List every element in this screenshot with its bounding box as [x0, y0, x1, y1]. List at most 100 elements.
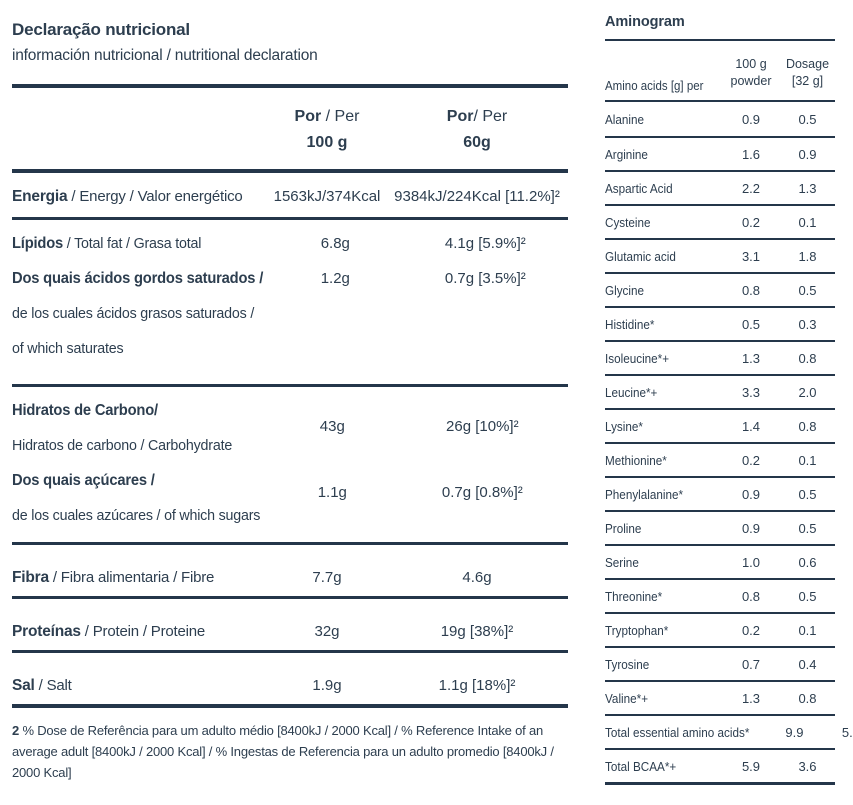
- amino-per100: 1.3: [741, 690, 761, 706]
- amino-dosage: 0.9: [798, 146, 817, 162]
- amino-dosage: 0.8: [798, 418, 817, 434]
- dosage-32g-header: Dosage [32 g]: [780, 52, 835, 90]
- amino-dosage: 0.5: [798, 111, 817, 127]
- fibre-label-rest: / Fibra alimentaria / Fibre: [48, 569, 215, 586]
- amino-name: Total BCAA*+: [605, 758, 677, 774]
- amino-row-cysteine: Cysteine 0.2 0.1: [605, 204, 835, 238]
- fat-label-bold: Lípidos: [12, 235, 64, 252]
- amino-dosage: 0.3: [798, 316, 817, 332]
- satfat-label-en: of which saturates: [12, 340, 124, 357]
- amino-per100: 0.2: [741, 622, 761, 638]
- amino-per100: 0.8: [741, 282, 761, 298]
- footnote-text: % Dose de Referência para um adulto médi…: [12, 723, 554, 780]
- satfat-per-100g: 1.2g: [320, 270, 350, 287]
- amino-dosage: 0.4: [798, 656, 817, 672]
- nutrition-table: Por / Per 100 g Por/ Per 60g Energia / E…: [12, 84, 568, 783]
- amino-name: Threonine*: [605, 588, 663, 604]
- amino-per100: 3.1: [741, 248, 761, 264]
- amino-row-total-bcaa: Total BCAA*+ 5.9 3.6: [605, 748, 835, 782]
- amino-row-total-essential: Total essential amino acids* 9.9 5.9: [605, 714, 853, 748]
- amino-per100: 3.3: [741, 384, 761, 400]
- energy-per-100g: 1563kJ/374Kcal: [273, 188, 381, 205]
- energy-label-bold: Energia: [12, 188, 68, 205]
- salt-per-100g: 1.9g: [312, 677, 342, 694]
- aminogram-panel: Aminogram Amino acids [g] per 100 g powd…: [605, 14, 853, 785]
- amino-dosage: 0.5: [798, 520, 817, 536]
- carb-label: Hidratos de Carbono/ Hidratos de carbono…: [12, 387, 273, 539]
- amino-row-arginine: Arginine 1.6 0.9: [605, 136, 835, 170]
- row-fibre: Fibra / Fibra alimentaria / Fibre 7.7g 4…: [12, 542, 568, 596]
- amino-dosage: 1.8: [798, 248, 817, 264]
- amino-dosage: 5.9: [841, 724, 853, 740]
- amino-name: Proline: [605, 520, 642, 536]
- satfat-per-60g: 0.7g [3.5%]²: [444, 270, 526, 287]
- amino-name: Tryptophan*: [605, 622, 669, 638]
- amino-per100: 9.9: [785, 724, 804, 740]
- nutrition-declaration-panel: Declaração nutricional información nutri…: [12, 20, 568, 783]
- amino-per100: 0.2: [741, 214, 761, 230]
- amino-row-glutamic-acid: Glutamic acid 3.1 1.8: [605, 238, 835, 272]
- protein-label-rest: / Protein / Proteine: [80, 623, 206, 640]
- carb-per-100g: 43g: [319, 417, 345, 435]
- protein-label: Proteínas / Protein / Proteine: [12, 599, 268, 665]
- dosage-header-line1: Dosage: [785, 56, 830, 71]
- amino-dosage: 2.0: [798, 384, 817, 400]
- per-60g-bold: Por: [446, 108, 474, 125]
- aminogram-title: Aminogram: [605, 14, 685, 30]
- aminogram-body: Alanine 0.9 0.5 Arginine 1.6 0.9 Aspartic Ac…: [605, 102, 853, 785]
- satfat-label-bold: Dos quais ácidos gordos saturados /: [12, 270, 264, 287]
- amino-per100: 5.9: [741, 758, 761, 774]
- fat-per-60g: 4.1g [5.9%]²: [444, 235, 526, 252]
- amino-name: Histidine*: [605, 316, 655, 332]
- amino-dosage: 0.1: [798, 452, 817, 468]
- fibre-per-100g: 7.7g: [312, 569, 342, 586]
- row-protein: Proteínas / Protein / Proteine 32g 19g […: [12, 596, 568, 650]
- amino-name: Leucine*+: [605, 384, 658, 400]
- amino-dosage: 0.8: [798, 690, 817, 706]
- amino-name: Aspartic Acid: [605, 180, 673, 196]
- amino-per100: 0.2: [741, 452, 761, 468]
- sugars-per-60g: 0.7g [0.8%]²: [441, 483, 523, 501]
- carb-values-60g: 26g [10%]² 0.7g [0.8%]²: [391, 387, 573, 525]
- energy-label-rest: / Energy / Valor energético: [67, 188, 243, 205]
- carb-values-100g: 43g 1.1g: [273, 387, 391, 525]
- amino-name: Alanine: [605, 111, 645, 127]
- per-60g-rest: / Per: [473, 108, 508, 125]
- amino-row-phenylalanine: Phenylalanine* 0.9 0.5: [605, 476, 835, 510]
- amino-dosage: 0.5: [798, 588, 817, 604]
- carb-per-60g: 26g [10%]²: [446, 417, 519, 435]
- carb-label-rest: Hidratos de carbono / Carbohydrate: [12, 437, 233, 454]
- amino-per100: 2.2: [741, 180, 761, 196]
- fibre-label: Fibra / Fibra alimentaria / Fibre: [12, 545, 268, 611]
- amino-name: Arginine: [605, 146, 648, 162]
- fibre-per-60g: 4.6g: [462, 569, 492, 586]
- amino-name: Tyrosine: [605, 656, 650, 672]
- salt-label: Sal / Salt: [12, 653, 268, 719]
- energy-label: Energia / Energy / Valor energético: [12, 173, 268, 220]
- dosage-header-line2: [32 g]: [791, 73, 824, 88]
- salt-label-bold: Sal: [12, 677, 35, 694]
- satfat-label-es: de los cuales ácidos grasos saturados /: [12, 305, 255, 322]
- powder-header-line1: 100 g: [735, 56, 767, 71]
- amino-name: Valine*+: [605, 690, 649, 706]
- row-energy: Energia / Energy / Valor energético 1563…: [12, 169, 568, 217]
- amino-row-aspartic-acid: Aspartic Acid 2.2 1.3: [605, 170, 835, 204]
- amino-row-tyrosine: Tyrosine 0.7 0.4: [605, 646, 835, 680]
- amino-name: Isoleucine*+: [605, 350, 670, 366]
- amino-per100: 0.9: [741, 520, 761, 536]
- sugars-per-100g: 1.1g: [317, 483, 347, 501]
- per-100g-rest: / Per: [321, 108, 360, 125]
- sugars-label-bold: Dos quais açúcares /: [12, 472, 155, 489]
- amino-name: Glycine: [605, 282, 645, 298]
- row-fat: Lípidos / Total fat / Grasa total Dos qu…: [12, 217, 568, 384]
- fat-per-100g: 6.8g: [320, 235, 350, 252]
- amino-name: Total essential amino acids*: [605, 724, 750, 740]
- amino-dosage: 0.1: [798, 622, 817, 638]
- amino-dosage: 3.6: [798, 758, 817, 774]
- amino-dosage: 0.8: [798, 350, 817, 366]
- powder-header-line2: powder: [730, 73, 772, 88]
- amino-acids-per-header: Amino acids [g] per: [605, 79, 704, 93]
- amino-row-glycine: Glycine 0.8 0.5: [605, 272, 835, 306]
- nutrition-header-row: Por / Per 100 g Por/ Per 60g: [12, 84, 568, 169]
- amino-row-serine: Serine 1.0 0.6: [605, 544, 835, 578]
